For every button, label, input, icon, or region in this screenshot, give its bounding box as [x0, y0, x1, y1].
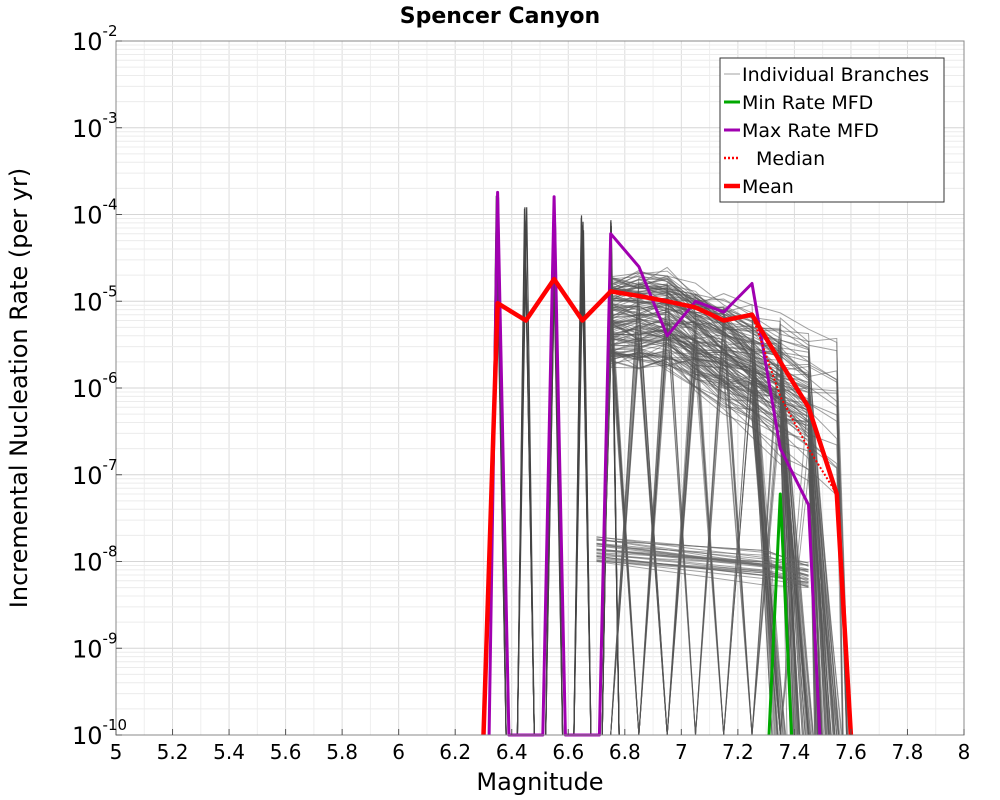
x-tick-label: 5.4: [213, 740, 245, 764]
y-tick-label: 10-3: [72, 109, 118, 143]
x-tick-label: 6: [392, 740, 405, 764]
chart-title: Spencer Canyon: [400, 4, 600, 29]
branch-line: [598, 322, 816, 736]
branch-line: [598, 351, 838, 736]
x-tick-label: 6.6: [552, 740, 584, 764]
branch-line: [598, 349, 836, 736]
x-tick-label: 6.4: [496, 740, 528, 764]
x-axis-label: Magnitude: [476, 768, 603, 796]
branch-line: [598, 339, 819, 736]
branch-line: [598, 355, 791, 736]
y-tick-label: 10-10: [72, 716, 127, 750]
branch-line: [596, 543, 809, 571]
branch-line: [598, 322, 815, 736]
y-tick-label: 10-4: [72, 196, 118, 230]
branch-line: [598, 318, 848, 736]
legend-label: Median: [756, 148, 825, 170]
branch-line: [596, 561, 809, 588]
x-tick-label: 5.8: [326, 740, 358, 764]
y-tick-label: 10-2: [72, 22, 118, 56]
branch-line: [596, 556, 809, 584]
branch-line: [598, 336, 832, 736]
y-axis-ticks: 10-10 10-9 10-8 10-7 10-6 10-5 10-4 10-3 10-2: [72, 22, 127, 750]
series-line-mean: [481, 276, 854, 736]
branch-line: [596, 545, 809, 573]
legend-label: Individual Branches: [742, 64, 929, 86]
branch-line: [596, 536, 809, 564]
x-tick-label: 7.6: [835, 740, 867, 764]
branch-line: [598, 313, 826, 736]
branch-line: [596, 559, 809, 587]
branch-line: [598, 337, 843, 736]
branch-line: [516, 221, 535, 736]
branch-line: [596, 549, 809, 576]
branch-line: [598, 278, 844, 736]
y-tick-label: 10-6: [72, 369, 118, 403]
x-tick-label: 7.4: [778, 740, 810, 764]
series-line-min-rate-mfd: [767, 492, 794, 736]
branch-line: [596, 552, 809, 580]
x-tick-label: 5.6: [270, 740, 302, 764]
branch-line: [596, 543, 809, 571]
y-tick-label: 10-7: [72, 456, 118, 490]
legend-label: Max Rate MFD: [742, 120, 879, 142]
branch-line: [598, 297, 816, 736]
branch-line: [596, 536, 809, 564]
x-tick-label: 7: [675, 740, 688, 764]
y-tick-label: 10-5: [72, 282, 118, 316]
branch-line: [598, 343, 820, 736]
branch-line: [598, 344, 779, 736]
x-tick-label: 7.8: [892, 740, 924, 764]
branch-line: [598, 318, 778, 736]
legend-box: [719, 57, 945, 203]
x-axis-ticks: 5 5.2 5.4 5.6 5.8 6 6.2 6.4 6.6 6.8 7 7.2 7.4 7.6 7.8 8: [110, 729, 971, 764]
branch-line: [598, 289, 822, 736]
branch-line: [598, 324, 783, 736]
branch-line: [596, 548, 809, 576]
branch-line: [598, 334, 800, 736]
y-tick-label: 10-8: [72, 543, 118, 577]
branch-line: [598, 297, 818, 736]
branch-line: [598, 320, 782, 736]
y-tick-label: 10-9: [72, 629, 118, 663]
branch-line: [598, 338, 848, 736]
branch-line: [598, 276, 808, 736]
branch-line: [598, 304, 818, 736]
branch-line: [596, 553, 809, 581]
branch-line: [598, 353, 843, 736]
branch-line: [598, 340, 839, 736]
branch-line: [596, 545, 809, 573]
branch-line: [598, 297, 851, 736]
branch-line: [598, 300, 829, 736]
x-tick-label: 6.2: [439, 740, 471, 764]
legend-label: Min Rate MFD: [742, 92, 873, 114]
branch-line: [596, 560, 809, 588]
y-axis-label: Incremental Nucleation Rate (per yr): [5, 168, 33, 608]
x-tick-label: 7.2: [722, 740, 754, 764]
x-tick-label: 5.2: [157, 740, 189, 764]
x-tick-label: 5: [110, 740, 123, 764]
branch-line: [596, 542, 809, 570]
x-tick-label: 8: [958, 740, 971, 764]
branch-line: [598, 335, 777, 736]
branch-line: [573, 221, 592, 736]
branch-line: [598, 280, 822, 736]
x-tick-label: 6.8: [609, 740, 641, 764]
legend-label: Mean: [742, 176, 794, 198]
legend: Individual Branches Min Rate MFD Max Rate …: [719, 57, 945, 203]
